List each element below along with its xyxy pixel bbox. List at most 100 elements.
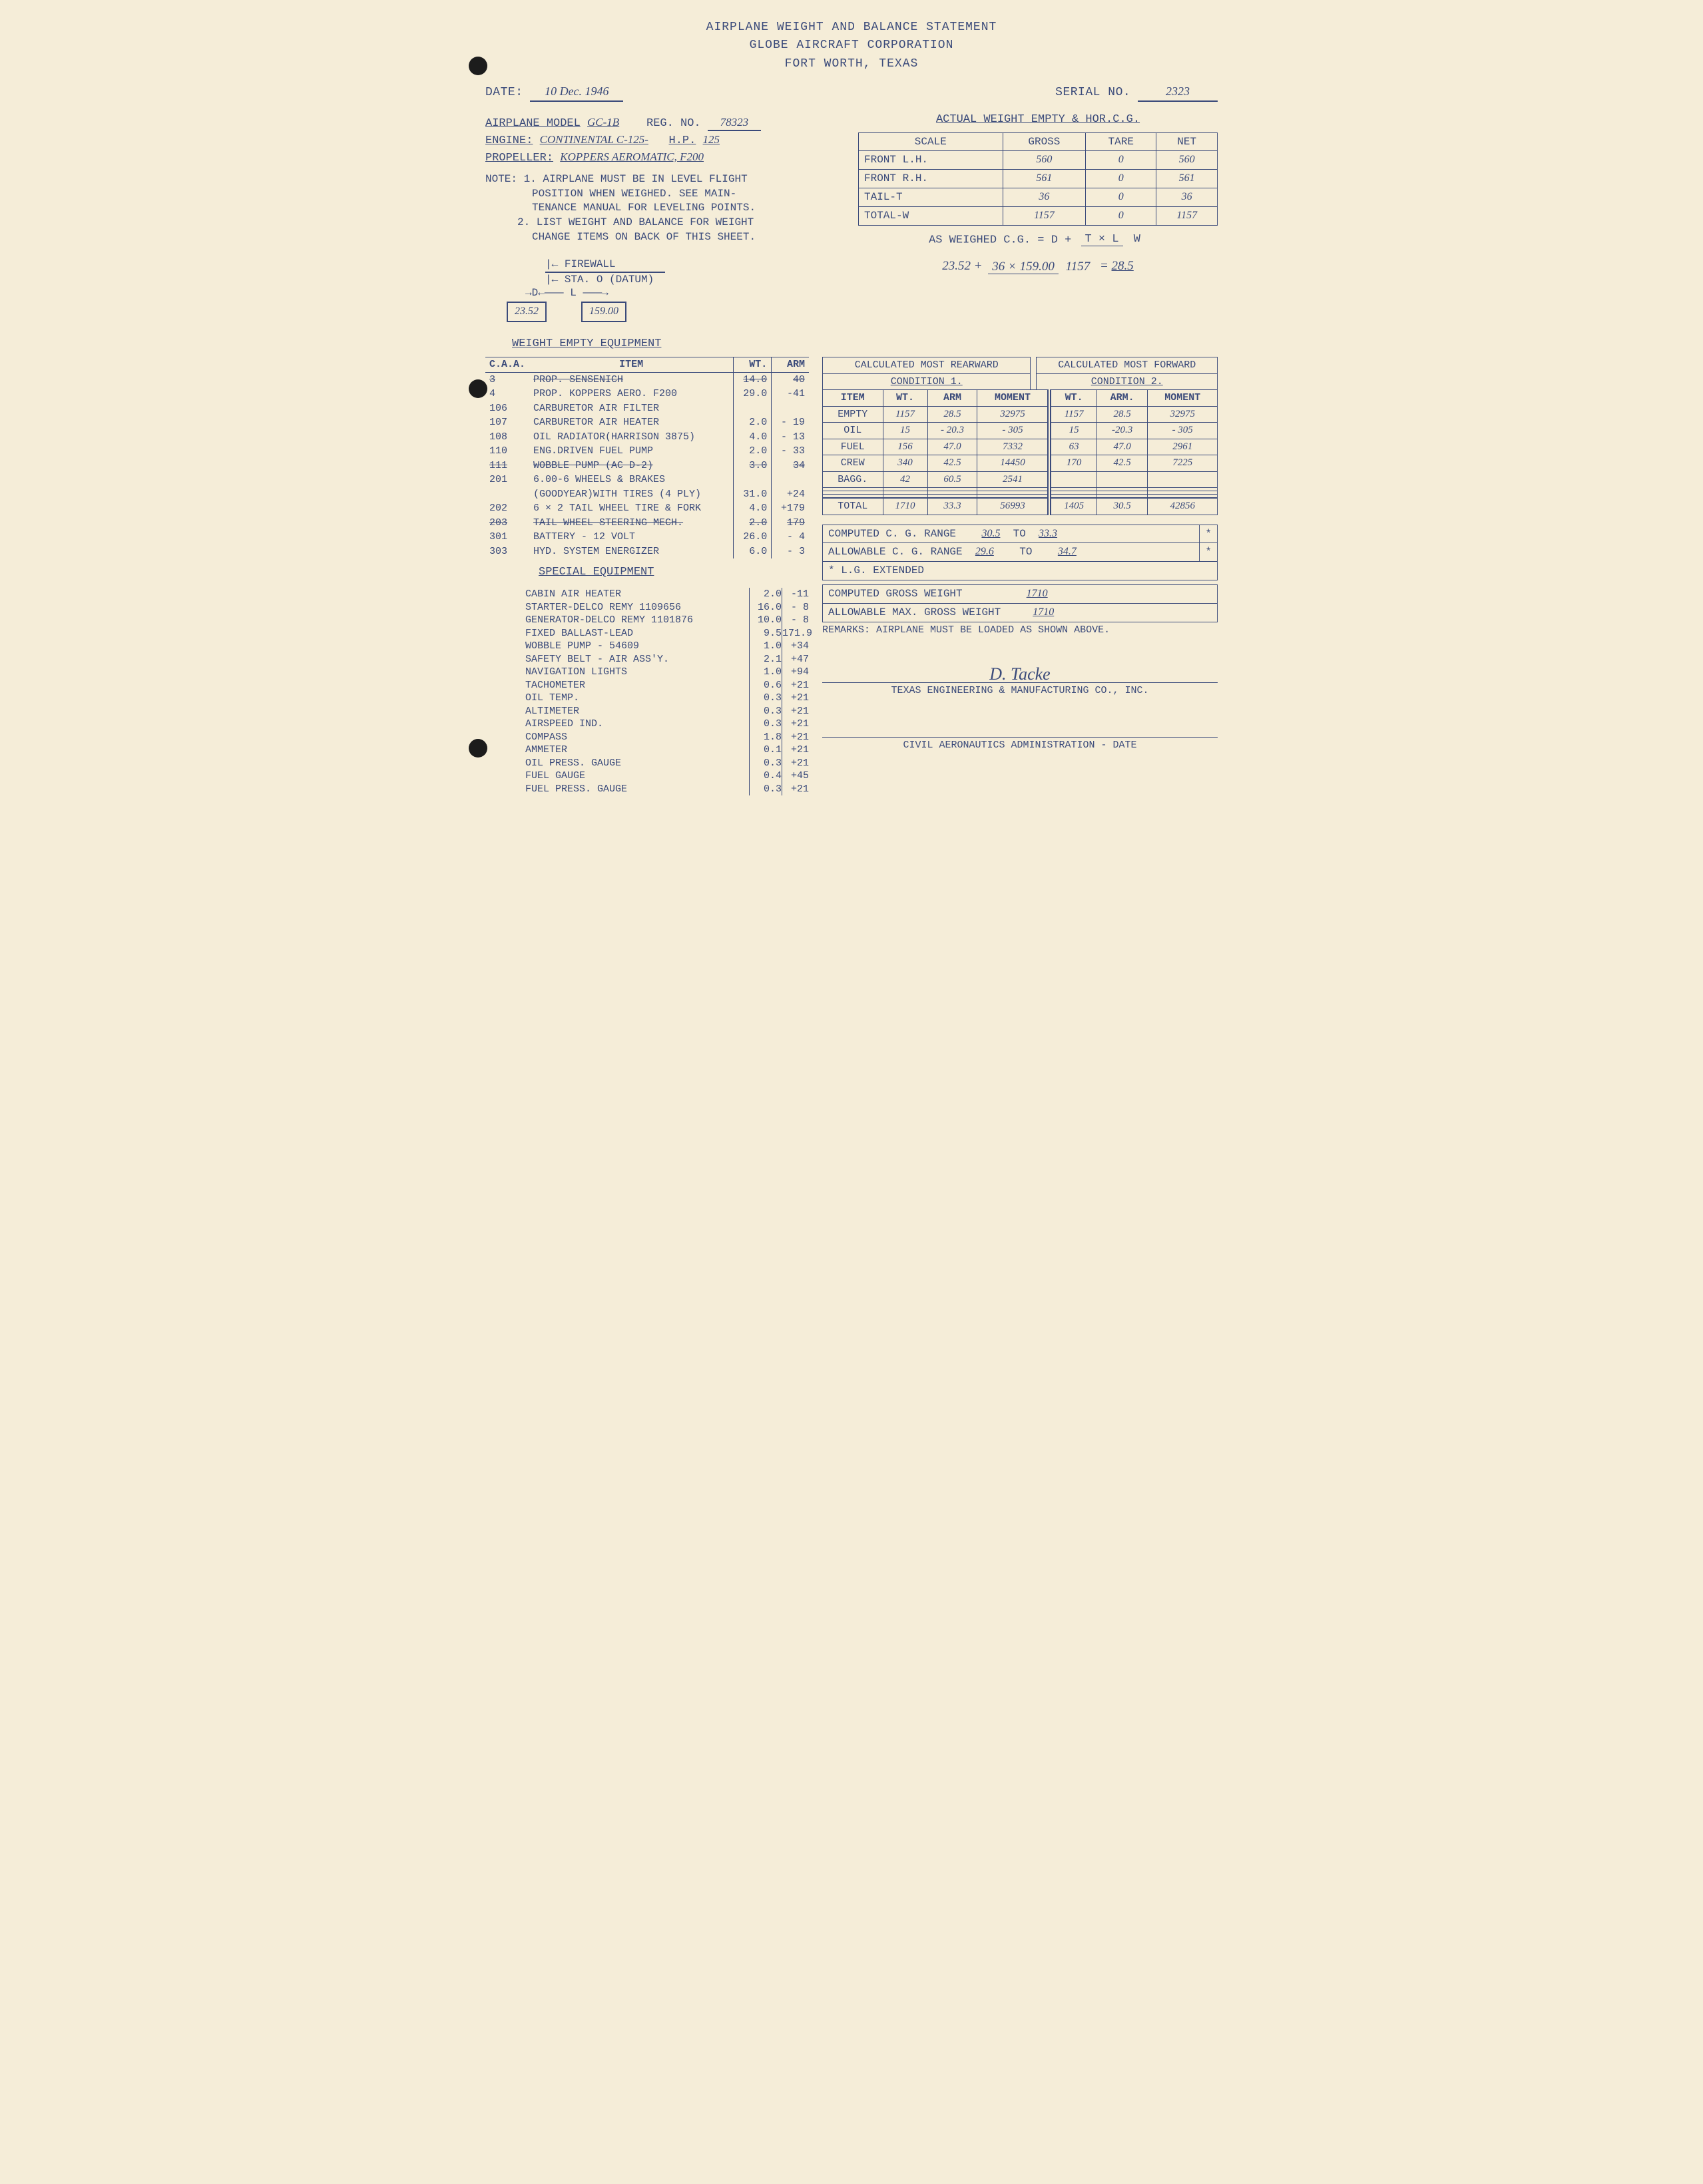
table-row: TOTAL-W115701157	[859, 206, 1218, 225]
table-row: OIL15- 20.3- 30515-20.3- 305	[823, 423, 1218, 439]
list-item: FUEL PRESS. GAUGE0.3+21	[485, 783, 809, 796]
formula-eq: = D +	[1037, 234, 1071, 246]
caa-label: CIVIL AERONAUTICS ADMINISTRATION - DATE	[822, 739, 1218, 752]
table-row: 111WOBBLE PUMP (AC D-2)3.034	[485, 459, 809, 473]
hdr-calc: ITEM	[823, 390, 883, 407]
actual-weight-title: ACTUAL WEIGHT EMPTY & HOR.C.G.	[858, 112, 1218, 127]
hp-label: H.P.	[669, 134, 696, 147]
equip-title: WEIGHT EMPTY EQUIPMENT	[512, 337, 1218, 351]
computed-gw: 1710	[1027, 588, 1048, 599]
caa-sig-line	[822, 718, 1218, 738]
table-row: (GOODYEAR)WITH TIRES (4 PLY)31.0+24	[485, 487, 809, 502]
list-item: TACHOMETER0.6+21	[485, 679, 809, 692]
allowable-cg-to: 34.7	[1058, 546, 1077, 557]
table-row: BAGG.4260.52541	[823, 471, 1218, 488]
cond1: CONDITION 1.	[822, 374, 1031, 390]
signature: D. Tacke	[822, 663, 1218, 683]
actual-weight-table: SCALE GROSS TARE NET FRONT L.H.5600560FR…	[858, 132, 1218, 226]
doc-title: AIRPLANE WEIGHT AND BALANCE STATEMENT	[485, 20, 1218, 35]
table-row: 4PROP. KOPPERS AERO. F20029.0-41	[485, 387, 809, 401]
remarks-label: REMARKS:	[822, 624, 870, 636]
table-row: FRONT L.H.5600560	[859, 151, 1218, 170]
table-row: 303HYD. SYSTEM ENERGIZER6.0- 3	[485, 545, 809, 559]
calc-num: 36 × 159.00	[988, 260, 1059, 274]
hdr-caa: C.A.A.	[485, 357, 529, 373]
hdr-calc: ARM.	[1096, 390, 1147, 407]
note-1c: TENANCE MANUAL FOR LEVELING POINTS.	[485, 201, 845, 215]
computed-gw-label: COMPUTED GROSS WEIGHT	[828, 588, 963, 600]
fwd-title: CALCULATED MOST FORWARD	[1036, 357, 1218, 374]
to-1: TO	[1013, 528, 1026, 540]
allowable-cg-from: 29.6	[975, 546, 994, 557]
computed-cg-to: 33.3	[1039, 528, 1057, 539]
list-item: OIL TEMP.0.3+21	[485, 692, 809, 705]
special-title: SPECIAL EQUIPMENT	[539, 565, 809, 580]
table-row: 301BATTERY - 12 VOLT26.0- 4	[485, 530, 809, 545]
list-item: GENERATOR-DELCO REMY 110187610.0- 8	[485, 614, 809, 627]
list-item: AIRSPEED IND.0.3+21	[485, 718, 809, 731]
hdr-calc: MOMENT	[977, 390, 1049, 407]
remarks: AIRPLANE MUST BE LOADED AS SHOWN ABOVE.	[876, 624, 1110, 636]
table-row: 108OIL RADIATOR(HARRISON 3875)4.0- 13	[485, 430, 809, 445]
list-item: STARTER-DELCO REMY 110965616.0- 8	[485, 601, 809, 614]
hdr-scale: SCALE	[859, 132, 1003, 151]
rear-title: CALCULATED MOST REARWARD	[822, 357, 1031, 374]
calc-den: 1157	[1062, 260, 1095, 274]
table-row: 110ENG.DRIVEN FUEL PUMP2.0- 33	[485, 444, 809, 459]
table-row: TAIL-T36036	[859, 188, 1218, 207]
punch-hole	[469, 57, 487, 75]
model-label: AIRPLANE MODEL	[485, 117, 581, 130]
hdr-wt: WT.	[734, 357, 772, 373]
table-row: CREW34042.51445017042.57225	[823, 455, 1218, 472]
datum-diagram: |← FIREWALL |← STA. O (DATUM) →D←——— L —…	[505, 258, 845, 324]
d-value: 23.52	[507, 302, 547, 322]
serial-label: SERIAL NO.	[1055, 86, 1130, 99]
lg-ext: * L.G. EXTENDED	[823, 562, 1218, 580]
note-label: NOTE:	[485, 173, 517, 185]
hdr-gross: GROSS	[1003, 132, 1086, 151]
hp-value: 125	[703, 133, 720, 146]
table-row: 3PROP. SENSENICH14.040	[485, 372, 809, 387]
hdr-net: NET	[1156, 132, 1218, 151]
calc-result: 28.5	[1112, 259, 1134, 273]
table-row: EMPTY115728.532975115728.532975	[823, 406, 1218, 423]
formula-den: W	[1130, 233, 1144, 246]
list-item: OIL PRESS. GAUGE0.3+21	[485, 757, 809, 770]
note-1b: POSITION WHEN WEIGHED. SEE MAIN-	[485, 187, 845, 201]
table-row: FRONT R.H.5610561	[859, 170, 1218, 188]
equipment-table: C.A.A. ITEM WT. ARM 3PROP. SENSENICH14.0…	[485, 357, 809, 558]
list-item: CABIN AIR HEATER2.0-11	[485, 588, 809, 601]
range-table: COMPUTED C. G. RANGE 30.5 TO 33.3 * ALLO…	[822, 525, 1218, 580]
serial-value: 2323	[1138, 84, 1218, 101]
reg-label: REG. NO.	[646, 117, 701, 130]
engine-label: ENGINE:	[485, 134, 533, 147]
calc-d: 23.52 +	[942, 259, 982, 273]
list-item: AMMETER0.1+21	[485, 744, 809, 757]
table-row: FUEL15647.073326347.02961	[823, 439, 1218, 455]
allowable-gw: 1710	[1033, 606, 1054, 618]
computed-cg-from: 30.5	[981, 528, 1000, 539]
list-item: COMPASS1.8+21	[485, 731, 809, 744]
formula-label: AS WEIGHED C.G.	[929, 234, 1031, 246]
table-row: 2026 × 2 TAIL WHEEL TIRE & FORK4.0+179	[485, 501, 809, 516]
reg-value: 78323	[708, 115, 761, 131]
list-item: FIXED BALLAST-LEAD9.5171.9	[485, 627, 809, 640]
hdr-calc: MOMENT	[1148, 390, 1218, 407]
calc-table: ITEMWT.ARMMOMENTWT.ARM.MOMENT EMPTY11572…	[822, 389, 1218, 515]
table-row: 203TAIL WHEEL STEERING MECH.2.0179	[485, 516, 809, 531]
note-1a: 1. AIRPLANE MUST BE IN LEVEL FLIGHT	[524, 173, 748, 185]
hdr-calc: WT.	[883, 390, 927, 407]
table-row: 107CARBURETOR AIR HEATER2.0- 19	[485, 415, 809, 430]
date-value: 10 Dec. 1946	[530, 84, 623, 101]
to-2: TO	[1019, 546, 1032, 558]
hdr-tare: TARE	[1086, 132, 1156, 151]
list-item: ALTIMETER0.3+21	[485, 705, 809, 718]
model-value: GC-1B	[587, 116, 619, 128]
table-row: 106CARBURETOR AIR FILTER	[485, 401, 809, 416]
cond2: CONDITION 2.	[1036, 374, 1218, 390]
table-row: 2016.00-6 WHEELS & BRAKES	[485, 473, 809, 487]
l-value: 159.00	[581, 302, 626, 322]
list-item: FUEL GAUGE0.4+45	[485, 769, 809, 783]
star-1: *	[1200, 525, 1218, 543]
prop-label: PROPELLER:	[485, 152, 553, 164]
